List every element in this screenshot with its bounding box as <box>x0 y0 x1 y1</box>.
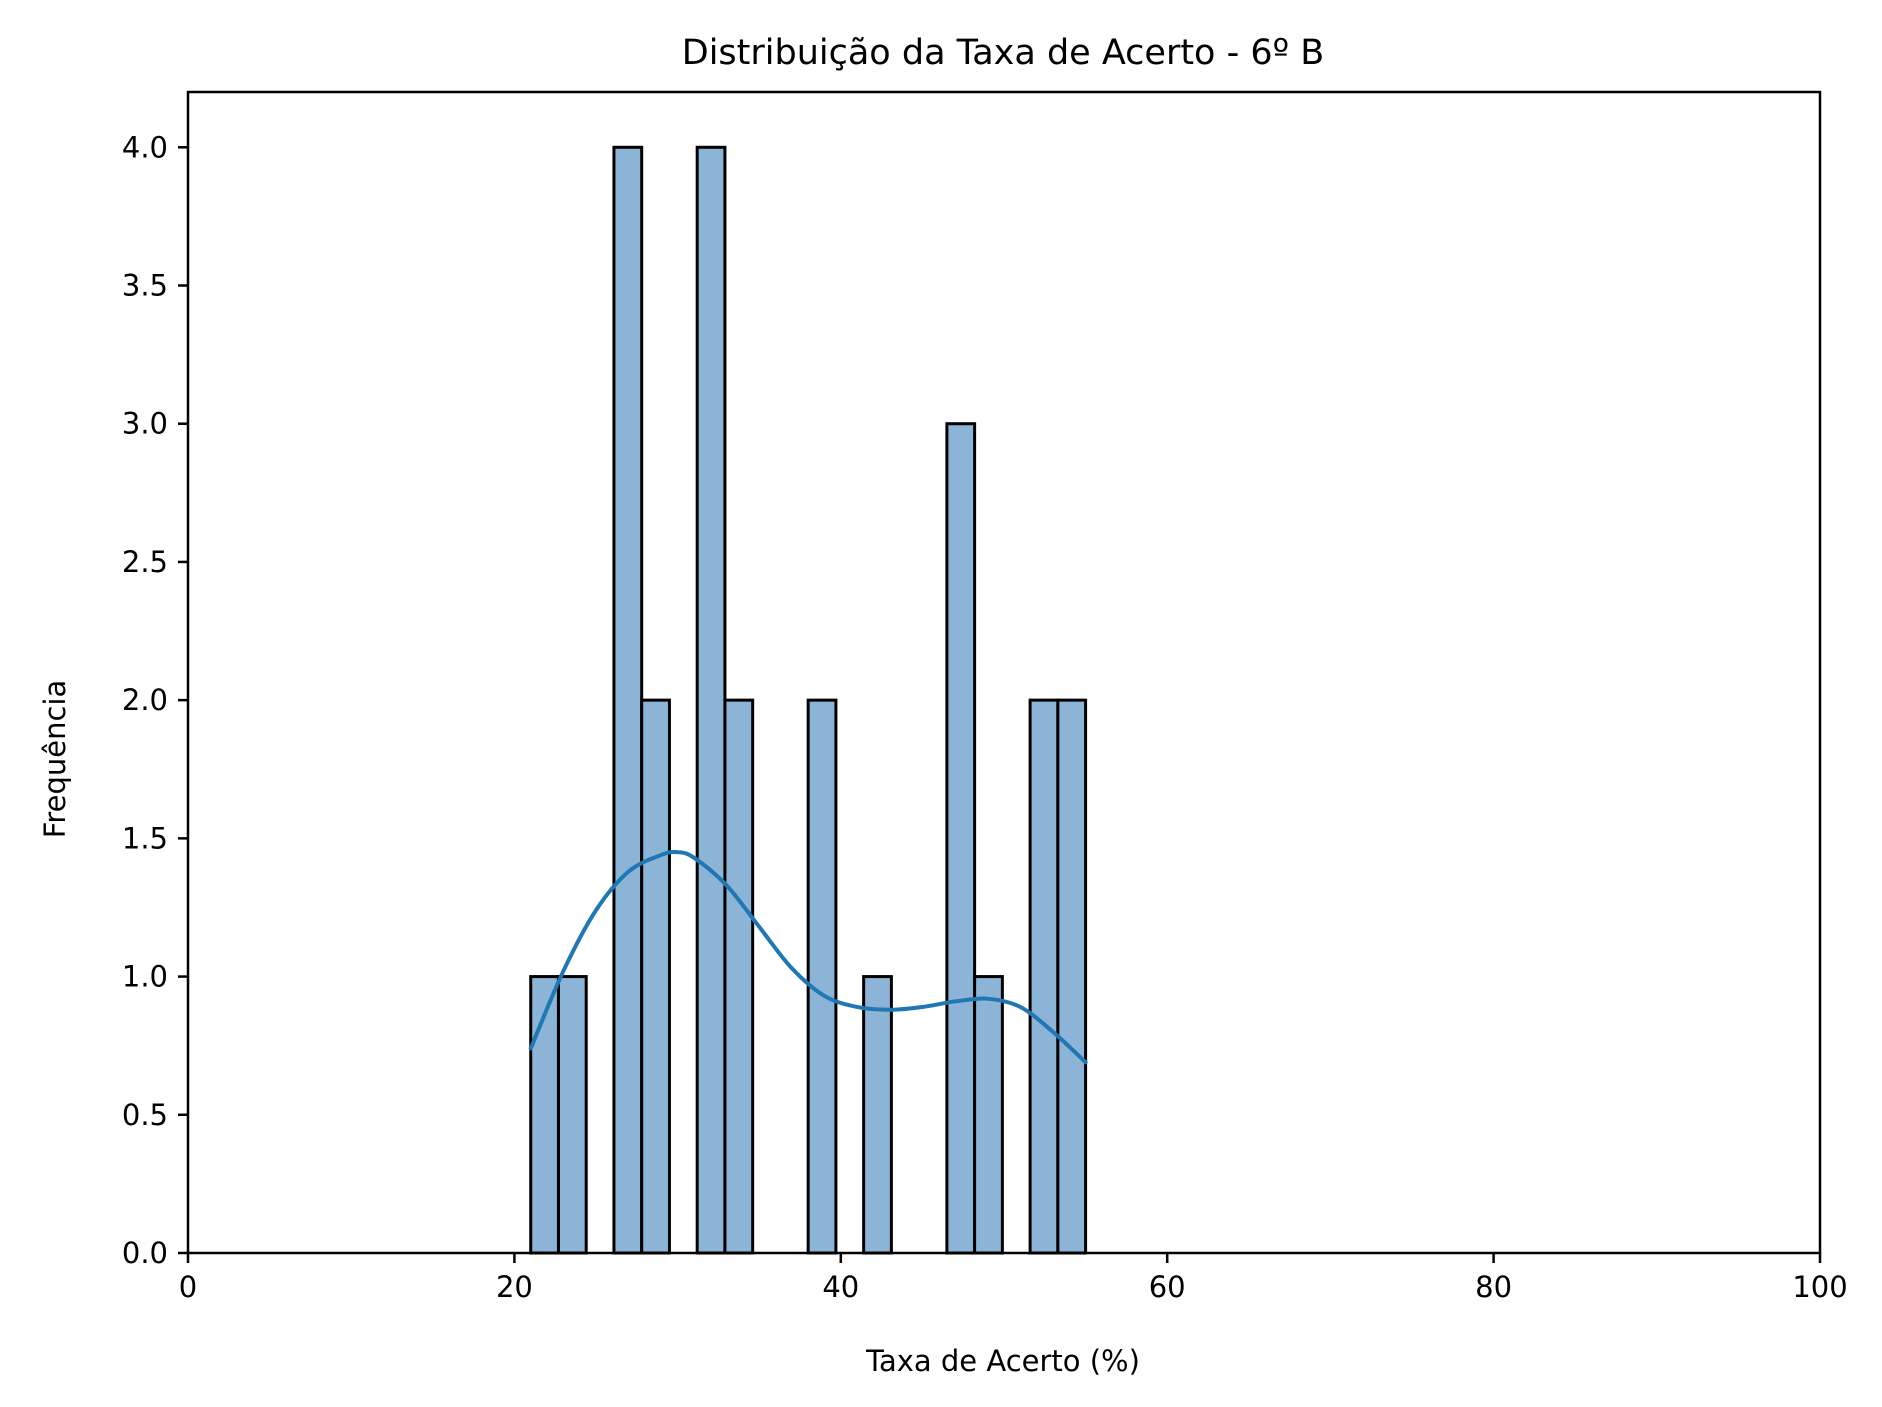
histogram-bar <box>973 975 1004 1255</box>
chart-title: Distribuição da Taxa de Acerto - 6º B <box>682 33 1325 73</box>
histogram-bar <box>612 145 644 1255</box>
histogram-bar <box>695 145 727 1255</box>
x-tick-label: 60 <box>1149 1270 1186 1304</box>
y-axis-title: Frequência <box>38 680 72 838</box>
y-tick-label: 1.0 <box>122 960 168 994</box>
kde-line <box>528 849 1088 1065</box>
x-tick-label: 100 <box>1792 1270 1847 1304</box>
y-tick-label: 2.0 <box>122 683 168 717</box>
histogram-bar <box>1056 698 1088 1255</box>
y-tick-label: 0.0 <box>122 1236 168 1270</box>
x-tick-label: 20 <box>496 1270 533 1304</box>
y-tick-label: 3.0 <box>122 407 168 441</box>
x-axis-title: Taxa de Acerto (%) <box>865 1344 1140 1378</box>
x-tick-label: 80 <box>1475 1270 1512 1304</box>
x-tick-label: 40 <box>822 1270 859 1304</box>
histogram-bar <box>862 975 893 1255</box>
y-tick-label: 3.5 <box>122 269 168 303</box>
plot-frame <box>186 90 1822 1255</box>
histogram-bar <box>723 698 755 1255</box>
axes-layer: 0 20 40 60 80 100 0.0 0.5 1.0 1.5 2.0 2.5 3.0 3.5 4.0 <box>122 90 1848 1304</box>
histogram-bar <box>806 698 838 1255</box>
y-tick-label: 4.0 <box>122 130 168 164</box>
x-tick-label: 0 <box>179 1270 197 1304</box>
histogram-bar <box>556 975 588 1255</box>
histogram-bar <box>1028 698 1060 1255</box>
y-tick-label: 0.5 <box>122 1098 168 1132</box>
y-tick-label: 2.5 <box>122 545 168 579</box>
histogram-bar <box>945 422 977 1255</box>
histogram-bar <box>640 698 671 1255</box>
y-tick-label: 1.5 <box>122 821 168 855</box>
